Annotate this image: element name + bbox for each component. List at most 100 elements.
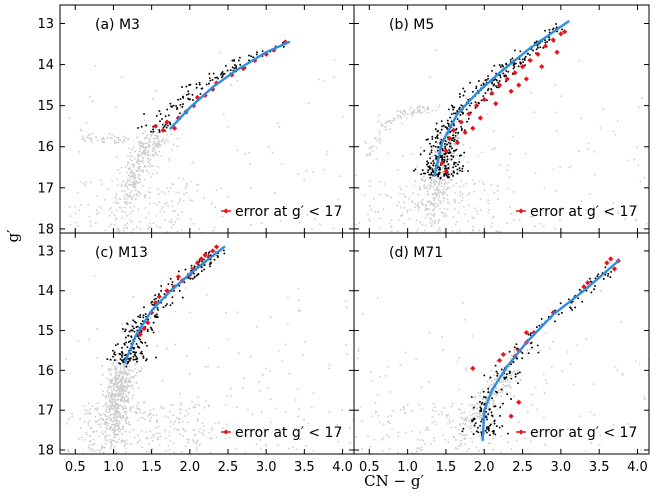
field-star bbox=[133, 205, 136, 208]
field-star bbox=[230, 394, 233, 397]
field-star bbox=[149, 191, 151, 194]
field-star bbox=[118, 370, 121, 373]
field-star bbox=[124, 430, 127, 433]
field-star bbox=[116, 415, 119, 418]
member-star bbox=[451, 104, 453, 107]
field-star bbox=[117, 391, 120, 394]
field-star bbox=[442, 146, 445, 149]
field-star bbox=[400, 188, 403, 191]
field-star bbox=[177, 214, 179, 216]
member-star bbox=[457, 163, 459, 166]
field-star bbox=[530, 393, 533, 396]
member-star bbox=[443, 159, 446, 161]
member-star bbox=[428, 173, 431, 176]
member-star bbox=[430, 162, 433, 165]
field-star bbox=[66, 419, 69, 421]
field-star bbox=[471, 440, 474, 443]
field-star bbox=[132, 164, 135, 167]
field-star bbox=[278, 125, 281, 128]
field-star bbox=[112, 431, 115, 434]
field-star bbox=[158, 432, 161, 435]
field-star bbox=[116, 420, 119, 423]
field-star bbox=[118, 425, 120, 428]
field-star bbox=[390, 230, 393, 232]
field-star bbox=[461, 434, 463, 436]
field-star bbox=[433, 420, 436, 423]
member-star bbox=[496, 372, 499, 375]
member-star bbox=[477, 80, 480, 82]
field-star bbox=[124, 443, 127, 446]
field-star bbox=[88, 444, 91, 447]
field-star bbox=[116, 199, 119, 201]
field-star bbox=[403, 412, 406, 415]
field-star bbox=[477, 403, 480, 406]
field-star bbox=[572, 383, 575, 386]
field-star bbox=[139, 228, 142, 231]
field-star bbox=[387, 365, 390, 368]
field-star bbox=[116, 413, 119, 416]
field-star bbox=[137, 401, 140, 404]
member-star bbox=[221, 76, 223, 79]
member-star bbox=[487, 75, 490, 77]
field-star bbox=[463, 318, 466, 321]
member-star bbox=[111, 349, 114, 352]
member-star bbox=[435, 156, 438, 159]
field-star bbox=[93, 450, 96, 453]
member-star bbox=[166, 124, 169, 127]
field-star bbox=[85, 121, 88, 124]
member-star bbox=[499, 406, 502, 409]
field-star bbox=[224, 311, 227, 314]
member-star bbox=[158, 109, 161, 112]
field-star bbox=[472, 229, 475, 231]
field-star bbox=[148, 226, 151, 229]
field-star bbox=[84, 412, 87, 415]
field-star bbox=[203, 197, 206, 200]
member-star bbox=[231, 59, 234, 62]
field-star bbox=[151, 147, 154, 150]
field-star bbox=[173, 210, 176, 212]
field-star bbox=[439, 207, 441, 210]
field-star bbox=[137, 170, 140, 173]
field-star bbox=[493, 192, 496, 195]
field-star bbox=[265, 210, 268, 213]
field-star bbox=[114, 378, 116, 381]
field-star bbox=[474, 395, 477, 398]
hb-star bbox=[103, 141, 106, 144]
field-star bbox=[120, 381, 123, 383]
member-star bbox=[466, 120, 468, 123]
member-star bbox=[164, 123, 167, 126]
field-star bbox=[110, 223, 113, 226]
field-star bbox=[218, 421, 220, 424]
x-tick-label: 2.0 bbox=[474, 460, 495, 475]
field-star bbox=[593, 150, 596, 153]
field-star bbox=[113, 388, 115, 391]
highlighted-star bbox=[585, 280, 591, 286]
field-star bbox=[487, 411, 490, 414]
field-star bbox=[157, 146, 160, 149]
member-star bbox=[191, 99, 194, 101]
field-star bbox=[153, 148, 156, 150]
field-star bbox=[461, 417, 463, 420]
field-star bbox=[132, 181, 135, 184]
field-star bbox=[112, 385, 115, 388]
field-star bbox=[111, 391, 114, 393]
member-star bbox=[420, 173, 423, 176]
highlighted-star bbox=[496, 82, 503, 88]
field-star bbox=[102, 390, 104, 393]
member-star bbox=[474, 101, 477, 104]
field-star bbox=[532, 215, 535, 218]
member-star bbox=[557, 313, 560, 316]
field-star bbox=[555, 129, 558, 132]
field-star bbox=[142, 171, 144, 174]
member-star bbox=[452, 134, 455, 137]
field-star bbox=[471, 403, 474, 406]
field-star bbox=[143, 138, 146, 140]
hb-star bbox=[396, 110, 399, 112]
field-star bbox=[100, 207, 102, 209]
field-star bbox=[155, 143, 158, 145]
field-star bbox=[207, 405, 210, 408]
field-star bbox=[156, 171, 158, 174]
field-star bbox=[554, 84, 556, 87]
field-star bbox=[377, 210, 380, 213]
field-star bbox=[106, 417, 109, 420]
